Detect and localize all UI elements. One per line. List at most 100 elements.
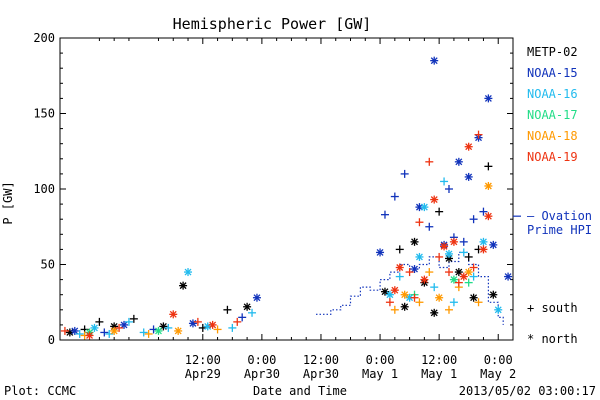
marker-stroke — [381, 288, 389, 296]
south-point-noaa-19 — [410, 293, 419, 302]
legend-entry-metp-02: METP-02 — [527, 45, 578, 59]
marker-stroke — [430, 196, 438, 204]
marker-stroke — [120, 321, 128, 329]
south-point-noaa-19 — [115, 323, 124, 332]
marker-stroke — [445, 250, 453, 258]
north-point-noaa-18 — [464, 268, 473, 277]
x-tick-time-label: 0:00 — [484, 353, 513, 367]
marker-stroke — [396, 264, 404, 271]
south-point-noaa-15 — [380, 210, 389, 219]
marker-stroke — [411, 238, 418, 246]
north-point-noaa-19 — [479, 245, 488, 254]
north-point-noaa-16 — [479, 237, 488, 246]
south-point-noaa-15 — [238, 313, 247, 322]
marker-stroke — [110, 327, 118, 335]
north-point-noaa-15 — [188, 319, 197, 328]
south-point-noaa-16 — [430, 283, 439, 292]
north-point-noaa-18 — [435, 293, 444, 302]
south-point-noaa-16 — [395, 272, 404, 281]
south-point-noaa-15 — [425, 222, 434, 231]
south-point-noaa-19 — [60, 326, 69, 335]
south-point-noaa-17 — [464, 278, 473, 287]
north-point-noaa-19 — [440, 242, 449, 251]
legend-entry-noaa-16: NOAA-16 — [527, 87, 578, 101]
south-point-noaa-15 — [100, 328, 109, 337]
y-axis-label: P [GW] — [1, 181, 15, 224]
south-point-noaa-16 — [248, 308, 257, 317]
y-tick-label: 150 — [33, 107, 55, 121]
y-tick-label: 0 — [48, 333, 55, 347]
marker-stroke — [406, 294, 414, 302]
north-point-noaa-15 — [410, 265, 419, 274]
north-point-noaa-15 — [484, 94, 493, 103]
y-tick-label: 100 — [33, 182, 55, 196]
marker-stroke — [489, 241, 497, 249]
south-point-noaa-19 — [454, 278, 463, 287]
south-point-noaa-16 — [228, 323, 237, 332]
north-point-noaa-15 — [504, 272, 513, 281]
marker-stroke — [155, 327, 162, 335]
legend-entries: METP-02 NOAA-15 NOAA-16 NOAA-17 NOAA-18 NOAA-… — [527, 45, 578, 164]
north-point-noaa-19 — [395, 263, 404, 272]
north-point-noaa-19 — [420, 275, 429, 284]
south-point-noaa-15 — [444, 185, 453, 193]
marker-stroke — [465, 143, 473, 151]
south-point-metp-02 — [395, 245, 404, 254]
south-point-noaa-19 — [474, 130, 483, 139]
legend-entry-noaa-18: NOAA-18 — [527, 129, 578, 143]
south-point-noaa-15 — [479, 207, 488, 216]
north-point-noaa-15 — [120, 320, 129, 329]
south-point-noaa-18 — [213, 325, 222, 334]
north-point-noaa-18 — [174, 326, 183, 335]
north-point-noaa-19 — [390, 286, 399, 295]
south-point-noaa-19 — [233, 317, 242, 326]
south-point-noaa-16 — [440, 177, 449, 186]
north-point-noaa-19 — [169, 310, 178, 319]
legend-entry-noaa-17: NOAA-17 — [527, 108, 578, 122]
north-point-noaa-15 — [376, 248, 385, 257]
north-point-noaa-15 — [252, 293, 261, 302]
marker-stroke — [430, 57, 438, 65]
north-point-noaa-15 — [70, 326, 79, 335]
south-point-metp-02 — [435, 207, 444, 216]
north-point-metp-02 — [469, 293, 478, 302]
marker-stroke — [460, 273, 468, 281]
south-point-noaa-15 — [400, 169, 409, 178]
chart-title: Hemispheric Power [GW] — [173, 15, 372, 33]
legend-south-marker: + south — [527, 301, 578, 315]
legend-entry-noaa-15: NOAA-15 — [527, 66, 578, 80]
marker-stroke — [455, 158, 463, 166]
south-point-noaa-19 — [425, 157, 434, 166]
south-point-noaa-18 — [390, 305, 399, 314]
marker-stroke — [179, 282, 187, 290]
marker-stroke — [184, 268, 192, 276]
south-point-noaa-19 — [415, 218, 424, 227]
north-point-noaa-19 — [208, 320, 217, 329]
marker-stroke — [479, 238, 487, 246]
north-point-metp-02 — [454, 268, 463, 277]
south-point-metp-02 — [464, 252, 473, 261]
south-point-noaa-18 — [415, 298, 424, 307]
footer-credit: Plot: CCMC — [4, 384, 76, 398]
north-point-metp-02 — [400, 302, 409, 311]
marker-stroke — [484, 182, 492, 190]
north-point-noaa-16 — [420, 203, 429, 212]
south-point-noaa-19 — [385, 298, 394, 307]
north-point-noaa-19 — [464, 142, 473, 151]
marker-stroke — [494, 306, 502, 314]
north-point-noaa-18 — [484, 181, 493, 190]
marker-stroke — [484, 94, 492, 102]
legend-north-marker: * north — [527, 332, 578, 346]
marker-stroke — [209, 321, 217, 329]
north-point-noaa-19 — [459, 272, 468, 281]
north-point-noaa-16 — [494, 305, 503, 314]
north-point-noaa-15 — [489, 240, 498, 249]
marker-stroke — [415, 253, 423, 261]
north-point-metp-02 — [410, 237, 419, 246]
south-point-noaa-19 — [444, 268, 453, 277]
marker-stroke — [455, 268, 463, 276]
south-point-noaa-18 — [474, 298, 483, 307]
south-point-noaa-18 — [425, 268, 434, 277]
data-points — [60, 56, 513, 340]
north-point-noaa-17 — [154, 326, 163, 335]
